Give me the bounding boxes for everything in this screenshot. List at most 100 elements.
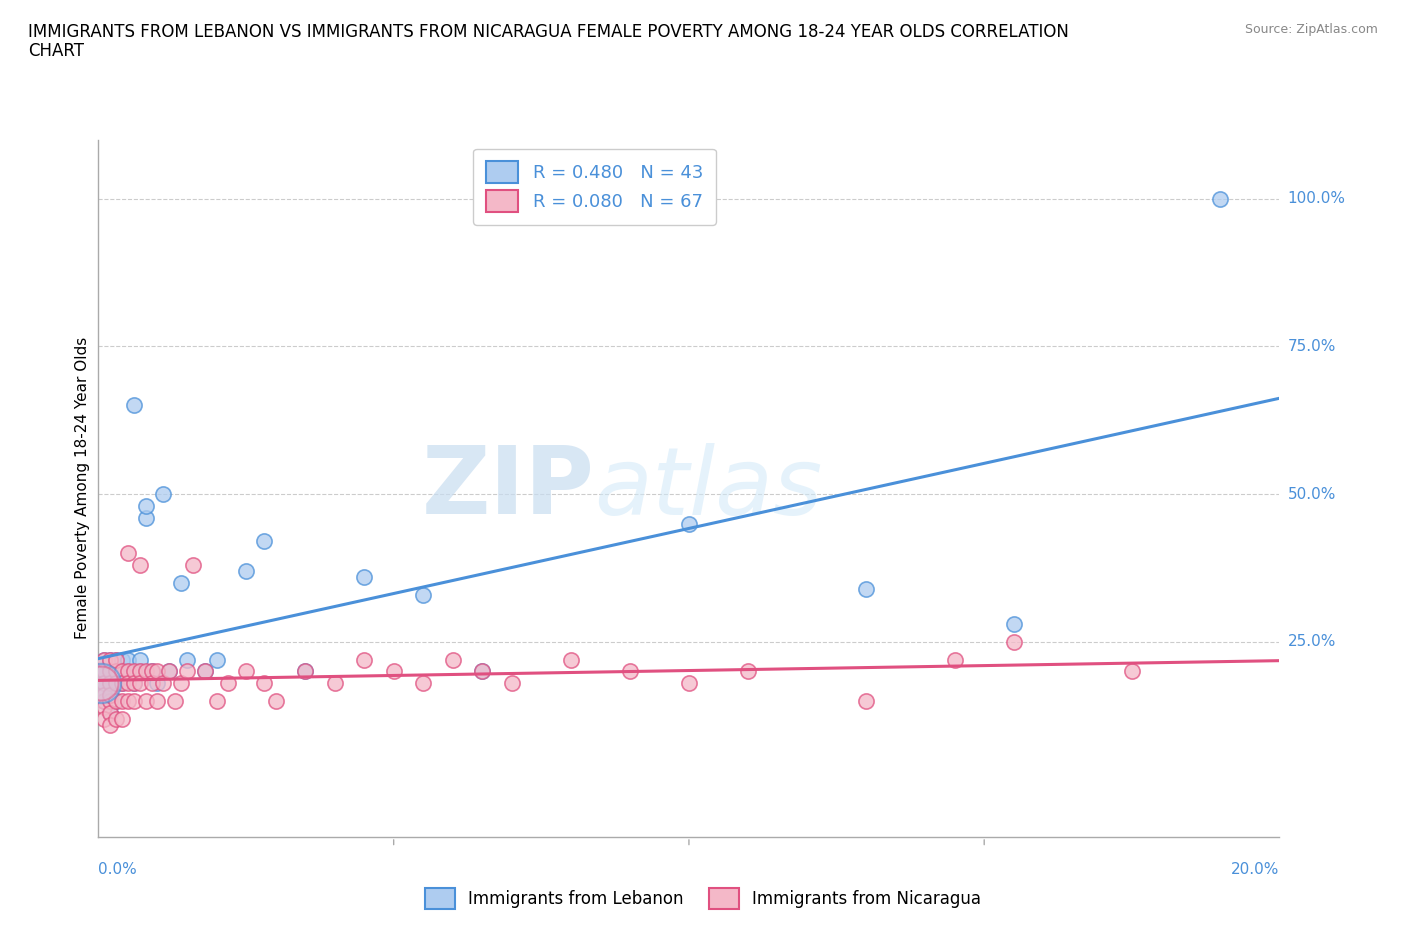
Point [382,664,405,679]
Point [678,676,700,691]
Text: CHART: CHART [28,42,84,60]
Point [98,676,121,691]
Point [111,664,134,679]
Text: ZIP: ZIP [422,443,595,534]
Point [93,652,115,667]
Point [122,676,145,691]
Point [128,664,150,679]
Point [117,670,139,684]
Point [128,652,150,667]
Point [93,687,115,702]
Point [943,652,966,667]
Point [157,664,180,679]
Point [98,706,121,721]
Point [128,558,150,573]
Point [1002,617,1025,631]
Point [205,694,228,709]
Point [678,516,700,531]
Y-axis label: Female Poverty Among 18-24 Year Olds: Female Poverty Among 18-24 Year Olds [75,338,90,640]
Point [105,694,128,709]
Point [253,534,276,549]
Point [98,687,121,702]
Point [157,664,180,679]
Point [98,652,121,667]
Point [98,664,121,679]
Point [264,694,287,709]
Point [128,676,150,691]
Point [412,587,434,602]
Point [146,676,169,691]
Point [122,676,145,691]
Point [194,664,217,679]
Point [165,694,187,709]
Point [98,717,121,732]
Point [135,694,157,709]
Point [90,676,112,691]
Point [117,676,139,691]
Text: 100.0%: 100.0% [1288,191,1346,206]
Point [253,676,276,691]
Point [176,652,198,667]
Point [122,694,145,709]
Point [737,664,759,679]
Point [105,652,128,667]
Point [353,652,375,667]
Point [141,664,163,679]
Point [111,676,134,691]
Text: 75.0%: 75.0% [1288,339,1336,354]
Point [135,511,157,525]
Point [235,664,257,679]
Text: 0.0%: 0.0% [98,862,138,877]
Point [122,398,145,413]
Point [93,694,115,709]
Point [471,664,494,679]
Point [128,664,150,679]
Point [111,694,134,709]
Point [152,676,174,691]
Point [117,652,139,667]
Point [105,711,128,726]
Point [294,664,316,679]
Point [98,664,121,679]
Point [105,676,128,691]
Point [93,676,115,691]
Text: 50.0%: 50.0% [1288,486,1336,501]
Point [111,711,134,726]
Point [117,694,139,709]
Text: 25.0%: 25.0% [1288,634,1336,649]
Point [855,694,877,709]
Point [105,652,128,667]
Point [93,664,115,679]
Point [111,664,134,679]
Point [560,652,582,667]
Point [93,694,115,709]
Point [90,676,112,691]
Point [141,664,163,679]
Legend: Immigrants from Lebanon, Immigrants from Nicaragua: Immigrants from Lebanon, Immigrants from… [416,880,990,917]
Point [170,676,193,691]
Point [181,558,204,573]
Point [117,546,139,561]
Point [111,676,134,691]
Point [152,486,174,501]
Point [855,581,877,596]
Point [135,498,157,513]
Point [353,569,375,584]
Point [217,676,239,691]
Point [412,676,434,691]
Point [98,652,121,667]
Point [122,664,145,679]
Text: atlas: atlas [595,443,823,534]
Point [1002,634,1025,649]
Point [93,711,115,726]
Point [98,694,121,709]
Point [93,652,115,667]
Text: IMMIGRANTS FROM LEBANON VS IMMIGRANTS FROM NICARAGUA FEMALE POVERTY AMONG 18-24 : IMMIGRANTS FROM LEBANON VS IMMIGRANTS FR… [28,23,1069,41]
Point [323,676,346,691]
Point [501,676,523,691]
Point [141,676,163,691]
Point [146,664,169,679]
Legend: R = 0.480   N = 43, R = 0.080   N = 67: R = 0.480 N = 43, R = 0.080 N = 67 [474,149,716,225]
Point [117,664,139,679]
Point [93,676,115,691]
